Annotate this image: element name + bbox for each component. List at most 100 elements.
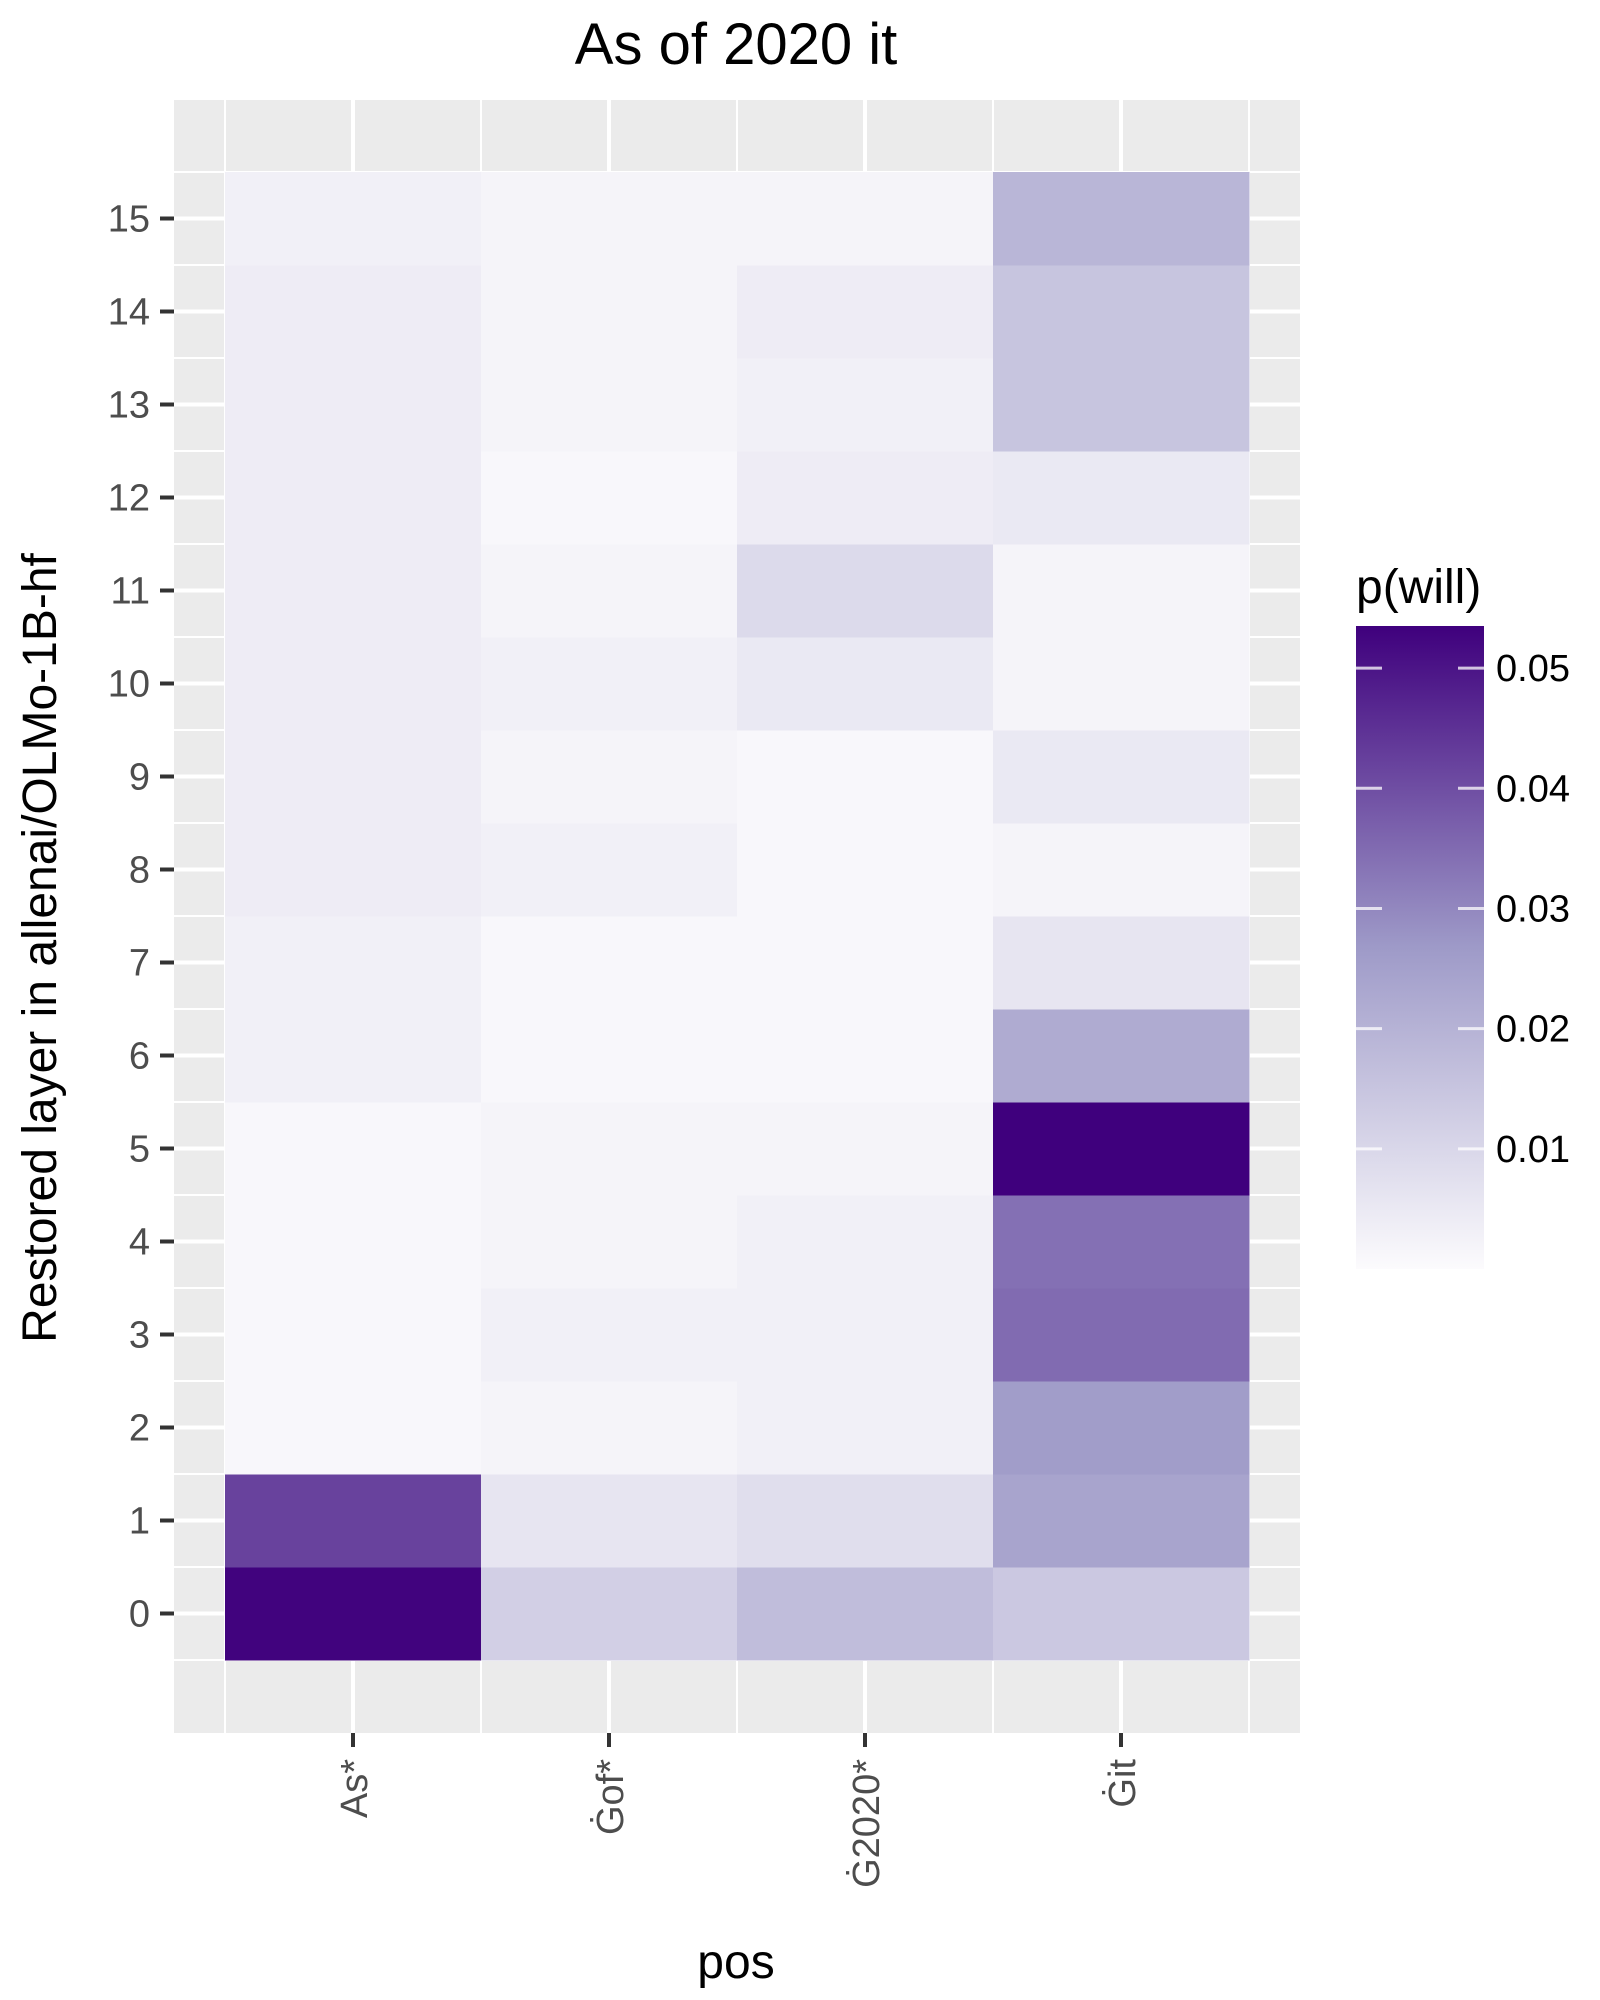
heatmap-cell: [225, 172, 482, 266]
x-tick-label: Ġ2020*: [844, 1759, 888, 1888]
heatmap-cell: [225, 1102, 482, 1196]
heatmap-cell: [225, 1474, 482, 1568]
heatmap-cell: [481, 358, 738, 452]
x-tick-label: Ġit: [1100, 1759, 1144, 1808]
y-tick-label: 15: [108, 199, 150, 241]
legend-tick-label: 0.03: [1496, 888, 1570, 930]
y-tick-label: 8: [129, 850, 150, 892]
heatmap-cell: [993, 1567, 1250, 1661]
heatmap-cell: [481, 1381, 738, 1475]
heatmap-cell: [737, 265, 994, 359]
legend: p(will) 0.01 0.02 0.03 0.04 0.05: [1356, 561, 1570, 1269]
heatmap-cells: [225, 172, 1250, 1661]
x-axis-title: pos: [697, 1936, 774, 1989]
heatmap-cell: [737, 1474, 994, 1568]
heatmap-cell: [225, 1567, 482, 1661]
y-tick-label: 3: [129, 1315, 150, 1357]
legend-colorbar: [1356, 626, 1484, 1269]
y-tick-label: 7: [129, 943, 150, 985]
heatmap-cell: [737, 1567, 994, 1661]
heatmap-cell: [481, 730, 738, 824]
heatmap-cell: [993, 1288, 1250, 1382]
x-tick-label: Ġof*: [588, 1759, 632, 1835]
heatmap-cell: [481, 823, 738, 917]
y-tick-label: 6: [129, 1036, 150, 1078]
y-tick-label: 14: [108, 292, 150, 334]
heatmap-cell: [993, 637, 1250, 731]
heatmap-cell: [993, 1474, 1250, 1568]
y-tick-label: 10: [108, 664, 150, 706]
x-tick-label: As*: [334, 1759, 376, 1818]
heatmap-cell: [481, 544, 738, 638]
legend-tick-label: 0.01: [1496, 1129, 1570, 1171]
heatmap-cell: [481, 1288, 738, 1382]
heatmap-cell: [993, 1195, 1250, 1289]
y-tick-label: 0: [129, 1594, 150, 1636]
y-tick-label: 12: [108, 478, 150, 520]
heatmap-cell: [993, 172, 1250, 266]
heatmap-cell: [225, 1195, 482, 1289]
heatmap-cell: [225, 1288, 482, 1382]
y-axis-title: Restored layer in allenai/OLMo-1B-hf: [14, 552, 67, 1342]
heatmap-cell: [737, 451, 994, 545]
heatmap-cell: [481, 1009, 738, 1103]
legend-tick-label: 0.05: [1496, 648, 1570, 690]
heatmap-cell: [225, 1381, 482, 1475]
heatmap-cell: [225, 637, 482, 731]
heatmap-cell: [225, 358, 482, 452]
heatmap-cell: [737, 1288, 994, 1382]
heatmap-cell: [993, 730, 1250, 824]
heatmap-cell: [225, 916, 482, 1010]
heatmap-cell: [737, 1381, 994, 1475]
heatmap-cell: [225, 544, 482, 638]
heatmap-cell: [993, 1009, 1250, 1103]
heatmap-cell: [481, 1474, 738, 1568]
legend-tick-label: 0.02: [1496, 1009, 1570, 1051]
heatmap-cell: [993, 544, 1250, 638]
heatmap-cell: [737, 544, 994, 638]
heatmap-cell: [481, 265, 738, 359]
y-tick-label: 5: [129, 1129, 150, 1171]
legend-tick-label: 0.04: [1496, 768, 1570, 810]
y-tick-label: 1: [129, 1501, 150, 1543]
chart-title: As of 2020 it: [575, 12, 897, 77]
y-tick-label: 9: [129, 757, 150, 799]
heatmap-cell: [737, 172, 994, 266]
y-tick-label: 13: [108, 385, 150, 427]
heatmap-cell: [993, 823, 1250, 917]
y-tick-label: 2: [129, 1408, 150, 1450]
heatmap-cell: [481, 916, 738, 1010]
heatmap-cell: [737, 637, 994, 731]
heatmap-cell: [481, 1102, 738, 1196]
heatmap-cell: [993, 451, 1250, 545]
heatmap-cell: [737, 823, 994, 917]
heatmap-cell: [225, 823, 482, 917]
heatmap-cell: [737, 1009, 994, 1103]
y-tick-label: 11: [111, 571, 150, 613]
heatmap-cell: [993, 265, 1250, 359]
x-axis: As* Ġof* Ġ2020* Ġit: [334, 1733, 1144, 1888]
heatmap-cell: [481, 451, 738, 545]
legend-ticks: 0.01 0.02 0.03 0.04 0.05: [1356, 648, 1570, 1171]
heatmap-cell: [737, 1195, 994, 1289]
heatmap-cell: [737, 730, 994, 824]
heatmap-cell: [481, 172, 738, 266]
legend-title: p(will): [1356, 561, 1481, 614]
heatmap-cell: [481, 1195, 738, 1289]
heatmap-cell: [225, 451, 482, 545]
heatmap-cell: [993, 358, 1250, 452]
heatmap-cell: [737, 1102, 994, 1196]
heatmap-cell: [225, 730, 482, 824]
heatmap-cell: [481, 637, 738, 731]
heatmap-cell: [225, 1009, 482, 1103]
heatmap-cell: [993, 916, 1250, 1010]
heatmap-cell: [481, 1567, 738, 1661]
heatmap-cell: [993, 1381, 1250, 1475]
heatmap-cell: [993, 1102, 1250, 1196]
heatmap-cell: [737, 358, 994, 452]
heatmap-cell: [225, 265, 482, 359]
heatmap-cell: [737, 916, 994, 1010]
y-tick-label: 4: [129, 1222, 150, 1264]
